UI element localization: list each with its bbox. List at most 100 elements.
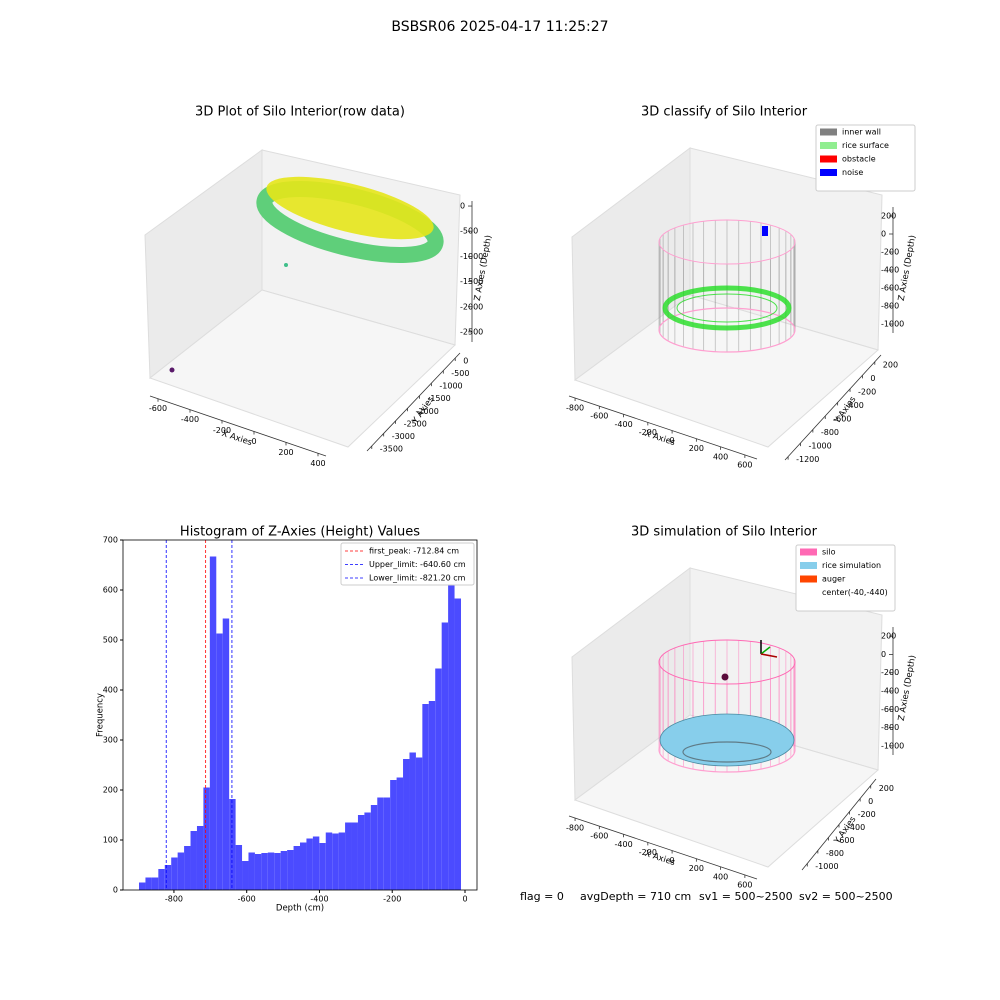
bar [164, 865, 172, 890]
x-tick-label: -600 [590, 412, 608, 421]
bar [203, 787, 210, 890]
x-tick-label: 600 [737, 880, 752, 889]
bar [222, 618, 230, 890]
rice-sim-shade [682, 741, 772, 763]
z-tick-label: -1000 [881, 320, 904, 329]
auger [721, 673, 729, 681]
x-tick-label: -400 [310, 895, 328, 904]
legend-swatch [820, 128, 837, 136]
bar [370, 805, 378, 890]
bar [319, 843, 326, 890]
x-tick-label: -600 [149, 404, 167, 413]
bar [300, 842, 307, 890]
bar [435, 668, 442, 890]
legend-label: rice surface [842, 141, 889, 150]
z-tick-label: 0 [881, 650, 886, 659]
bar [229, 799, 236, 890]
plot-frame [122, 539, 478, 891]
y-tick-label: 200 [103, 786, 118, 795]
bar [377, 797, 384, 890]
y-tick-label: -2000 [416, 407, 439, 416]
z-tick-label: -1000 [881, 741, 904, 750]
y-tick-label: 200 [879, 784, 894, 793]
bar [235, 845, 243, 890]
bar [145, 877, 152, 890]
y-axis-line [784, 354, 882, 461]
legend-box [815, 124, 916, 192]
z-tick-label: -800 [881, 723, 899, 732]
legend-swatch [820, 155, 837, 163]
cloud-top [266, 176, 434, 240]
y-tick-label: -500 [451, 369, 469, 378]
bar [171, 857, 178, 890]
bar [280, 851, 288, 890]
legend-label: auger [822, 575, 846, 584]
noise [762, 226, 768, 236]
legend-label: rice simulation [822, 561, 881, 570]
y-tick-label: -800 [821, 428, 839, 437]
legend-swatch [800, 562, 817, 569]
x-tick-label: 0 [462, 895, 467, 904]
cloud-point [169, 367, 175, 373]
bar [287, 850, 294, 890]
point-cloud [658, 639, 796, 773]
y-tick-label: 500 [103, 636, 118, 645]
x-axis-line [149, 395, 327, 457]
x-tick-label: 0 [670, 436, 675, 445]
y-tick-label: 300 [103, 736, 118, 745]
x-tick-label: -600 [238, 895, 256, 904]
bar [448, 575, 455, 890]
legend-label: center(-40,-440) [822, 588, 888, 597]
y-tick-label: -400 [847, 823, 865, 832]
y-axis-label: Frequency [96, 693, 106, 737]
legend-label: first_peak: -712.84 cm [369, 547, 459, 556]
y-tick-label: -3000 [392, 432, 415, 441]
figure-title: BSBSR06 2025-04-17 11:25:27 [391, 19, 608, 35]
legend-label: Lower_limit: -821.20 cm [369, 574, 466, 583]
bar [306, 838, 313, 890]
rice-sim [659, 713, 795, 767]
z-tick-label: -200 [881, 668, 899, 677]
legend-label: silo [822, 548, 836, 557]
rice-surface [676, 293, 778, 323]
x-tick-label: -200 [383, 895, 401, 904]
z-tick-label: -1000 [460, 252, 483, 261]
z-tick-label: 0 [460, 202, 465, 211]
y-tick-label: 600 [103, 586, 118, 595]
x-tick-label: -200 [639, 848, 657, 857]
legend-label: inner wall [842, 128, 881, 137]
bar [390, 780, 397, 890]
bar [312, 836, 320, 890]
axis-label: Z Axies (Depth) [473, 234, 494, 301]
z-tick-label: -2000 [460, 302, 483, 311]
bar [216, 633, 223, 890]
legend-label: Upper_limit: -640.60 cm [369, 560, 466, 569]
legend-swatch [800, 548, 817, 556]
legend-box [340, 542, 475, 586]
x-tick-label: -600 [590, 832, 608, 841]
bar [267, 852, 275, 890]
bar [364, 812, 371, 890]
z-tick-label: -400 [881, 687, 899, 696]
legend-box [795, 544, 896, 612]
bar [409, 752, 416, 890]
bar [177, 852, 185, 890]
x-tick-label: 200 [689, 444, 704, 453]
wall-bottom [658, 307, 796, 353]
bar [325, 832, 333, 890]
chart-title: 3D Plot of Silo Interior(row data) [195, 105, 405, 120]
x-tick-label: 400 [713, 452, 728, 461]
z-tick-label: -1500 [460, 277, 483, 286]
bar [209, 556, 217, 890]
x-tick-label: -200 [213, 426, 231, 435]
legend-label: obstacle [842, 155, 876, 164]
y-tick-label: -600 [833, 414, 851, 423]
y-tick-label: -800 [826, 849, 844, 858]
axis-arrow [760, 646, 771, 655]
cloud-point [311, 237, 315, 241]
z-tick-label: 200 [881, 212, 896, 221]
x-axis-label: Depth (cm) [276, 904, 324, 914]
x-axis-line [568, 395, 758, 460]
point-cloud [169, 176, 444, 373]
x-tick-label: -400 [181, 415, 199, 424]
